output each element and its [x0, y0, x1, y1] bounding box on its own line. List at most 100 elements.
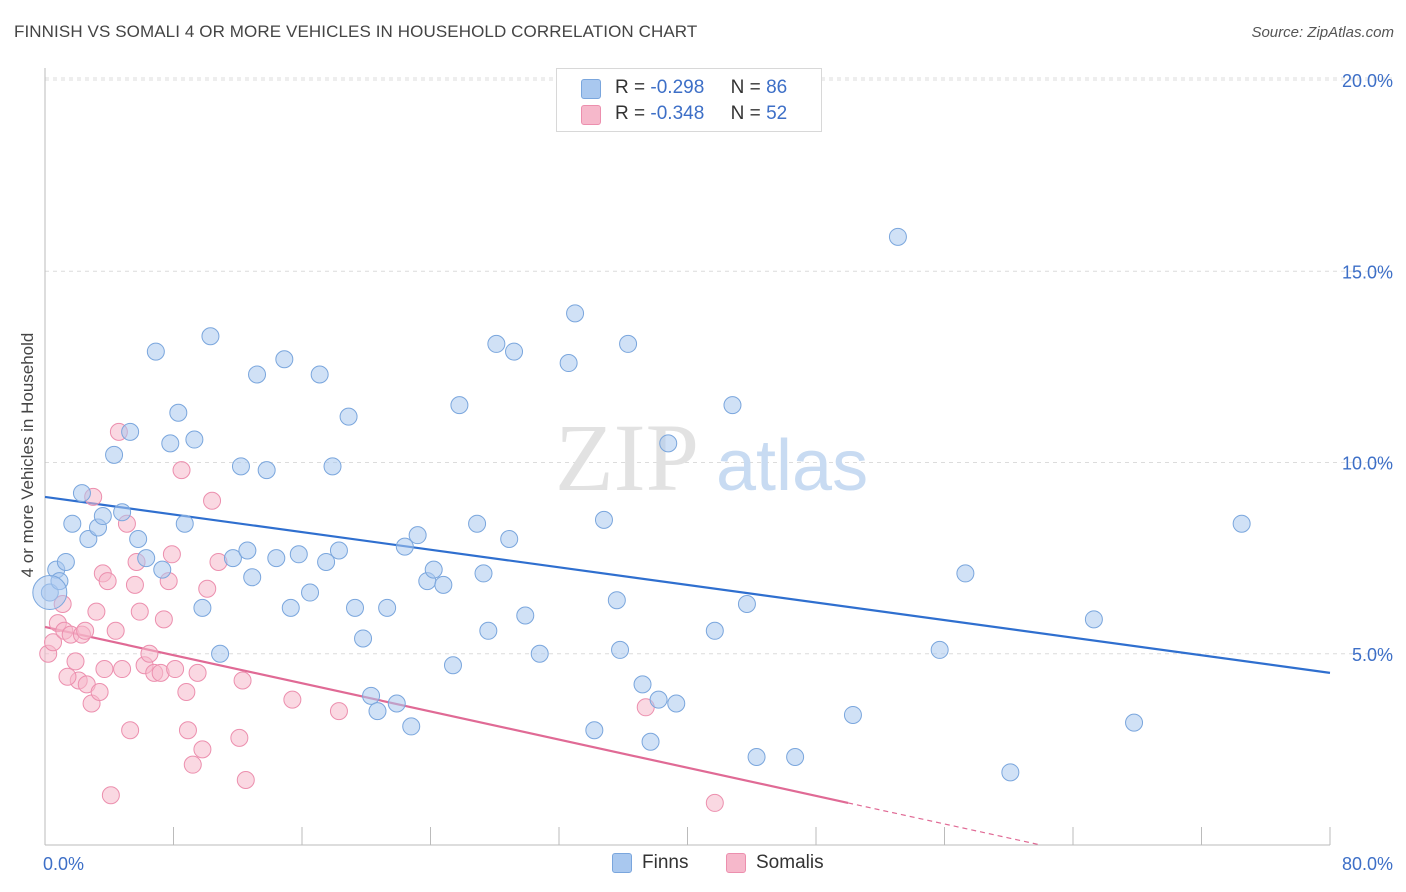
finn-point-55	[487, 334, 506, 353]
somali-point-22	[121, 721, 140, 740]
finn-point-69	[649, 690, 668, 709]
finn-point-48	[424, 560, 443, 579]
finn-point-32	[301, 583, 320, 602]
finn-point-75	[747, 748, 766, 767]
finn-point-76	[786, 748, 805, 767]
watermark: ZIP atlas	[555, 404, 868, 511]
finn-point-45	[402, 717, 421, 736]
watermark-atlas: atlas	[716, 426, 868, 506]
finn-point-29	[275, 350, 294, 369]
finn-point-34	[317, 552, 336, 571]
y-tick-label-1: 10.0%	[1342, 454, 1393, 474]
finn-point-59	[530, 644, 549, 663]
finn-point-72	[705, 621, 724, 640]
finns-points	[32, 227, 1251, 782]
somali-point-20	[113, 660, 132, 679]
y-tick-label-3: 20.0%	[1342, 71, 1393, 91]
finn-point-54	[479, 621, 498, 640]
somalis-r-value: -0.348	[650, 103, 705, 124]
y-tick-label-2: 15.0%	[1342, 262, 1393, 282]
finns-n-value: 86	[766, 77, 788, 98]
finn-point-51	[450, 396, 469, 415]
correlation-legend: R = -0.298 N = 86 R = -0.348 N = 52	[556, 68, 822, 132]
x-tick-label-start: 0.0%	[43, 854, 84, 874]
finn-point-36	[329, 541, 348, 560]
finn-point-17	[175, 514, 194, 533]
somali-point-1	[44, 633, 63, 652]
somali-point-32	[166, 660, 185, 679]
somali-point-33	[172, 461, 191, 480]
finn-point-63	[594, 510, 613, 529]
finn-point-81	[1001, 763, 1020, 782]
finn-point-60	[559, 354, 578, 373]
somali-point-49	[76, 621, 95, 640]
source-label: Source: ZipAtlas.com	[1251, 24, 1394, 41]
somali-point-46	[329, 702, 348, 721]
finn-point-40	[362, 686, 381, 705]
somali-point-31	[162, 545, 181, 564]
finn-point-80	[956, 564, 975, 583]
somali-point-17	[101, 786, 120, 805]
somali-point-38	[193, 740, 212, 759]
finn-point-70	[659, 434, 678, 453]
finn-point-52	[468, 514, 487, 533]
somali-point-12	[87, 602, 106, 621]
finn-point-73	[723, 396, 742, 415]
somali-point-34	[177, 683, 196, 701]
watermark-zip: ZIP	[555, 404, 699, 511]
finn-point-large	[32, 575, 68, 611]
finn-point-66	[619, 334, 638, 353]
finn-point-9	[113, 503, 132, 522]
finn-point-67	[633, 675, 652, 694]
finn-point-42	[378, 598, 397, 617]
finn-point-8	[105, 445, 124, 464]
finns-r-value: -0.298	[650, 77, 705, 98]
finn-point-71	[667, 694, 686, 713]
finn-point-49	[434, 575, 453, 594]
finn-point-74	[737, 595, 756, 614]
finn-point-46	[408, 526, 427, 545]
finn-point-23	[231, 457, 250, 476]
finn-point-78	[888, 227, 907, 246]
finn-point-57	[505, 342, 524, 361]
finn-point-18	[185, 430, 204, 449]
finn-point-50	[443, 656, 462, 675]
finn-point-53	[474, 564, 493, 583]
finn-point-35	[323, 457, 342, 476]
somali-point-18	[106, 621, 125, 640]
finns-legend-label: Finns	[642, 852, 689, 873]
somalis-trend-line	[44, 625, 849, 804]
somali-point-39	[198, 579, 217, 598]
finn-point-13	[146, 342, 165, 361]
somali-point-51	[58, 667, 77, 686]
grid-lines	[45, 77, 1392, 655]
somali-point-6	[66, 652, 85, 671]
finn-point-37	[339, 407, 358, 426]
finn-point-12	[137, 549, 156, 568]
somali-point-40	[203, 491, 222, 510]
finn-point-39	[354, 629, 373, 648]
finn-point-5	[79, 530, 98, 548]
somali-point-16	[98, 572, 117, 591]
finn-point-25	[243, 568, 262, 587]
finn-point-21	[211, 644, 230, 663]
somali-point-35	[178, 721, 197, 740]
somalis-points	[39, 422, 724, 812]
finn-point-58	[516, 606, 535, 625]
finn-point-82	[1084, 610, 1103, 629]
finn-point-4	[72, 484, 91, 503]
finn-point-30	[281, 598, 300, 617]
somalis-legend-label: Somalis	[756, 852, 824, 873]
finns-n-label: N =	[730, 77, 761, 98]
finn-point-11	[129, 530, 148, 548]
finn-point-7	[93, 507, 112, 526]
somali-point-45	[283, 690, 302, 709]
finn-point-10	[121, 422, 140, 441]
finn-point-19	[193, 598, 212, 617]
finn-point-28	[267, 549, 286, 568]
somalis-legend-swatch	[726, 853, 746, 873]
tick-labels: 5.0% 10.0% 15.0% 20.0% 0.0% 80.0%	[43, 71, 1393, 874]
somalis-n-value: 52	[766, 103, 788, 124]
chart-title: FINNISH VS SOMALI 4 OR MORE VEHICLES IN …	[14, 22, 698, 41]
